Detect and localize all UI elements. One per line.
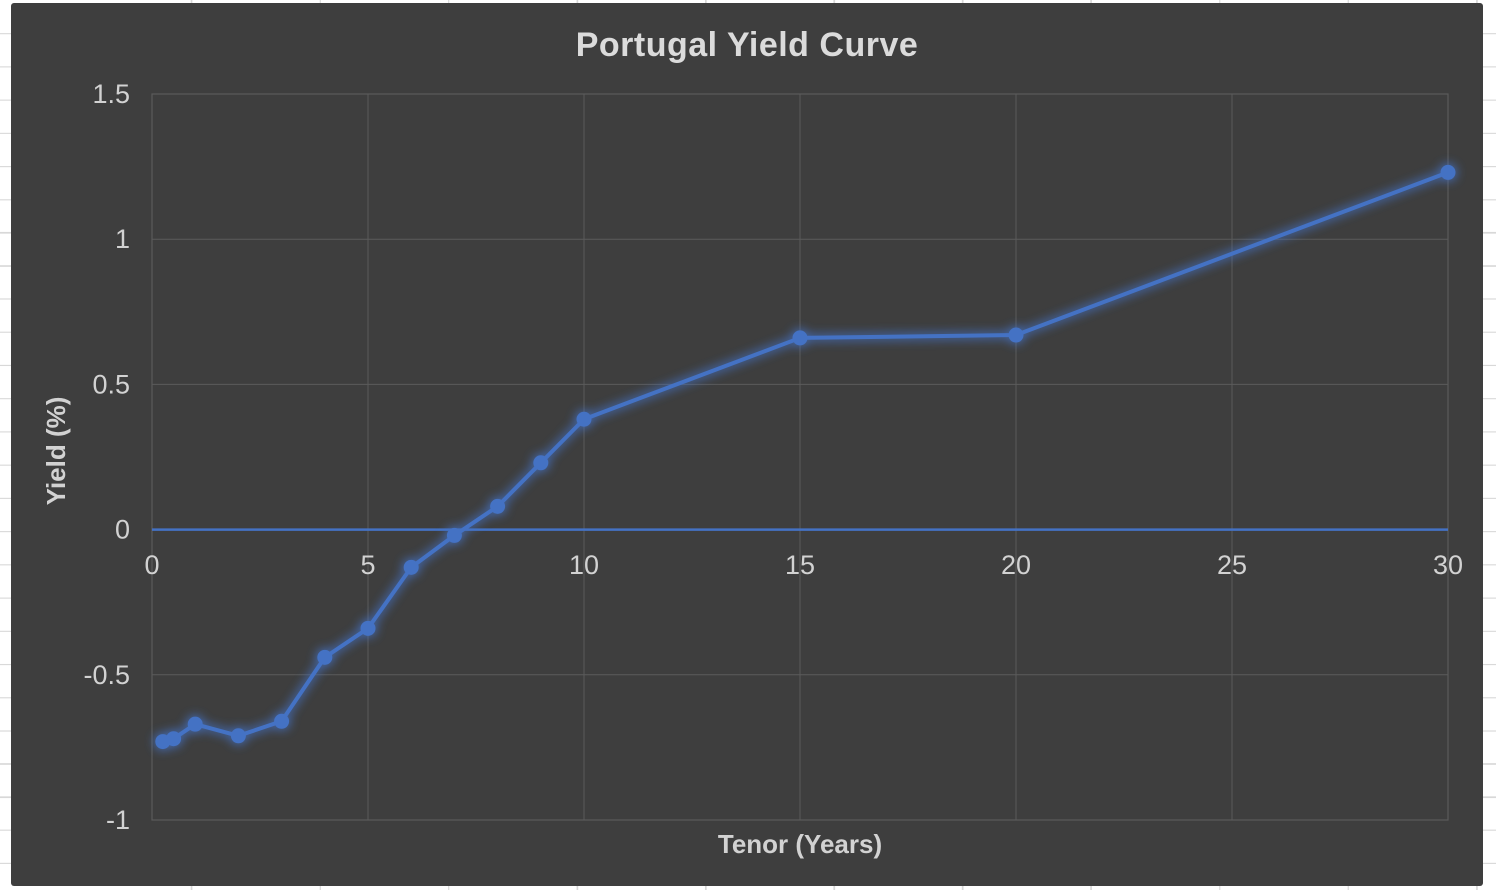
data-point-marker xyxy=(490,498,506,514)
y-tick-label: -1 xyxy=(106,805,130,835)
data-point-marker xyxy=(274,713,290,729)
data-point-marker xyxy=(187,716,203,732)
data-point-marker xyxy=(446,527,462,543)
x-tick-label: 30 xyxy=(1433,550,1463,580)
y-tick-label: -0.5 xyxy=(83,660,130,690)
data-point-marker xyxy=(792,330,808,346)
data-point-marker xyxy=(533,455,549,471)
data-point-marker xyxy=(1440,164,1456,180)
series-line-group xyxy=(155,164,1456,750)
x-tick-label: 0 xyxy=(144,550,159,580)
x-tick-label: 5 xyxy=(360,550,375,580)
x-tick-label: 10 xyxy=(569,550,599,580)
x-tick-label: 15 xyxy=(785,550,815,580)
chart-title: Portugal Yield Curve xyxy=(575,26,919,64)
plot-border xyxy=(151,93,1449,821)
data-point-marker xyxy=(360,620,376,636)
yield-curve-plot: 0 5 10 15 20 25 30 1.5 1 0.5 0 -0.5 -1 xyxy=(83,79,1463,835)
y-axis-title: Yield (%) xyxy=(41,396,71,506)
chart-area: Portugal Yield Curve 0 5 10 15 20 25 30 1.5 1 0.5… xyxy=(11,3,1483,886)
series-glow xyxy=(153,163,1457,751)
data-point-marker xyxy=(576,411,592,427)
x-tick-label: 20 xyxy=(1001,550,1031,580)
data-point-marker xyxy=(166,731,182,747)
x-tick-label: 25 xyxy=(1217,550,1247,580)
y-tick-label: 0 xyxy=(115,515,130,545)
x-axis-title: Tenor (Years) xyxy=(717,829,883,859)
data-point-marker xyxy=(317,649,333,665)
data-point-marker xyxy=(1008,327,1024,343)
series-line xyxy=(162,170,1449,744)
y-tick-label: 0.5 xyxy=(92,369,130,399)
y-tick-label: 1.5 xyxy=(92,79,130,109)
series-line xyxy=(161,169,1450,745)
data-point-marker xyxy=(230,728,246,744)
data-point-marker xyxy=(403,559,419,575)
y-tick-label: 1 xyxy=(115,224,130,254)
